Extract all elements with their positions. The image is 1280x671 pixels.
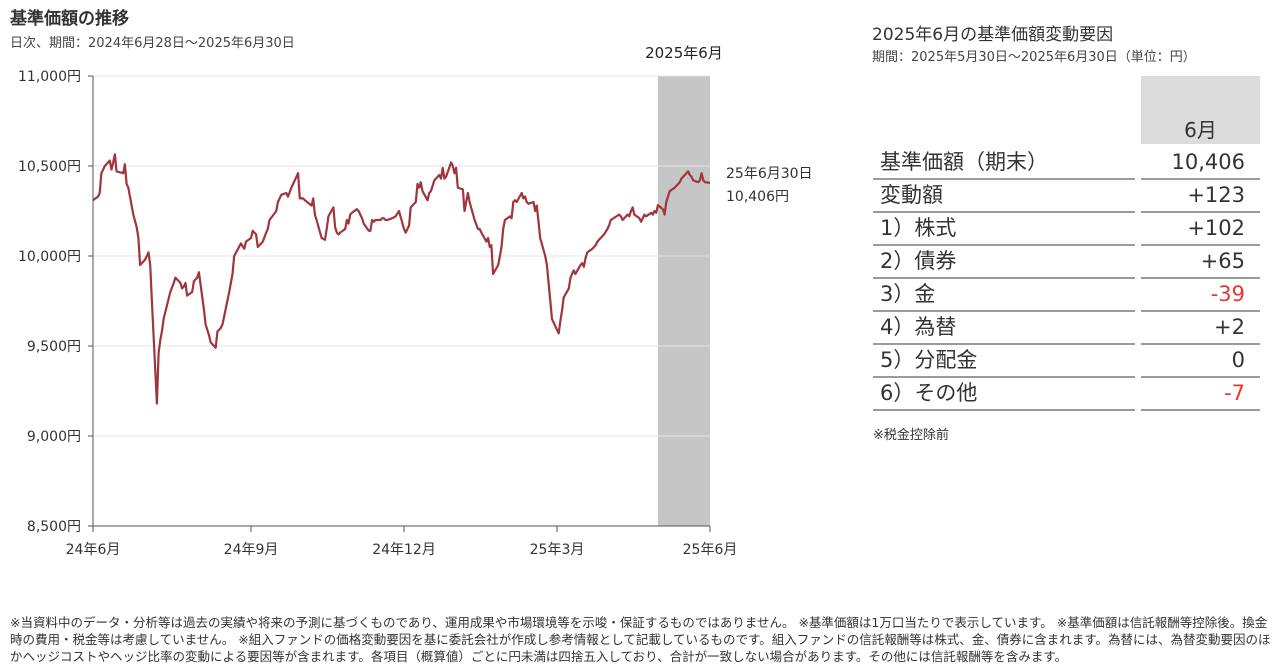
table-row-divider [873, 244, 1135, 246]
nav-series-line [92, 153, 711, 405]
table-row-divider [1141, 211, 1260, 213]
table-row-value: +123 [1187, 183, 1245, 207]
y-tick-label: 10,500円 [18, 159, 81, 175]
table-row-divider [1141, 343, 1260, 345]
table-row-divider [873, 277, 1135, 279]
table-row-label: 5）分配金 [880, 348, 978, 372]
chart-title: 基準価額の推移 [10, 9, 129, 29]
table-row-divider [1141, 310, 1260, 312]
table-row-value: -39 [1210, 282, 1245, 306]
table-row-label: 1）株式 [880, 216, 957, 240]
table-row-divider [1141, 277, 1260, 279]
table-row-divider [1141, 244, 1260, 246]
table-subtitle: 期間：2025年5月30日～2025年6月30日（単位：円） [872, 50, 1196, 65]
table-row-divider [873, 409, 1135, 411]
x-tick-label: 24年9月 [224, 542, 279, 558]
x-tick-label: 24年6月 [66, 542, 121, 558]
tax-note: ※税金控除前 [873, 428, 949, 443]
table-row-divider [873, 376, 1135, 378]
table-row-value: 10,406 [1171, 150, 1245, 174]
y-tick-label: 11,000円 [18, 69, 81, 85]
table-row-divider [873, 178, 1135, 180]
x-tick-label: 25年6月 [683, 542, 738, 558]
x-tick-label: 25年3月 [530, 542, 585, 558]
table-column-header: 6月 [1184, 118, 1217, 142]
nav-line-chart: 2025年6月 11,000円 10,500円 10,000円 9,500円 9,000円… [18, 44, 813, 558]
y-tick-label: 9,000円 [27, 429, 81, 445]
table-title: 2025年6月の基準価額変動要因 [872, 25, 1114, 45]
table-row-divider [1141, 409, 1260, 411]
table-row-value: 0 [1231, 348, 1245, 372]
table-row-label: 4）為替 [880, 315, 957, 339]
table-header-cell [1141, 76, 1260, 144]
table-row-value: +102 [1187, 216, 1245, 240]
chart-subtitle: 日次、期間：2024年6月28日～2025年6月30日 [10, 36, 295, 51]
y-tick-label: 9,500円 [27, 339, 81, 355]
table-row-label: 3）金 [880, 282, 936, 306]
table-row-divider [873, 211, 1135, 213]
table-row-label: 6）その他 [880, 381, 978, 405]
table-row-value: -7 [1224, 381, 1245, 405]
table-row-label: 基準価額（期末） [880, 150, 1048, 174]
x-tick-label: 24年12月 [372, 542, 436, 558]
y-tick-label: 8,500円 [27, 519, 81, 535]
table-row-divider [873, 310, 1135, 312]
highlight-band [657, 76, 710, 526]
highlight-label: 2025年6月 [645, 44, 723, 62]
end-value-label: 10,406円 [726, 189, 789, 205]
table-row-divider [1141, 178, 1260, 180]
table-row-label: 変動額 [880, 183, 943, 207]
table-row-divider [873, 343, 1135, 345]
table-row-value: +65 [1200, 249, 1245, 273]
table-row-label: 2）債券 [880, 249, 957, 273]
table-row-divider [1141, 376, 1260, 378]
disclaimer-footer: ※当資料中のデータ・分析等は過去の実績や将来の予測に基づくものであり、運用成果や… [10, 615, 1271, 664]
table-row-value: +2 [1214, 315, 1245, 339]
y-tick-label: 10,000円 [18, 249, 81, 265]
end-date-label: 25年6月30日 [726, 166, 813, 182]
